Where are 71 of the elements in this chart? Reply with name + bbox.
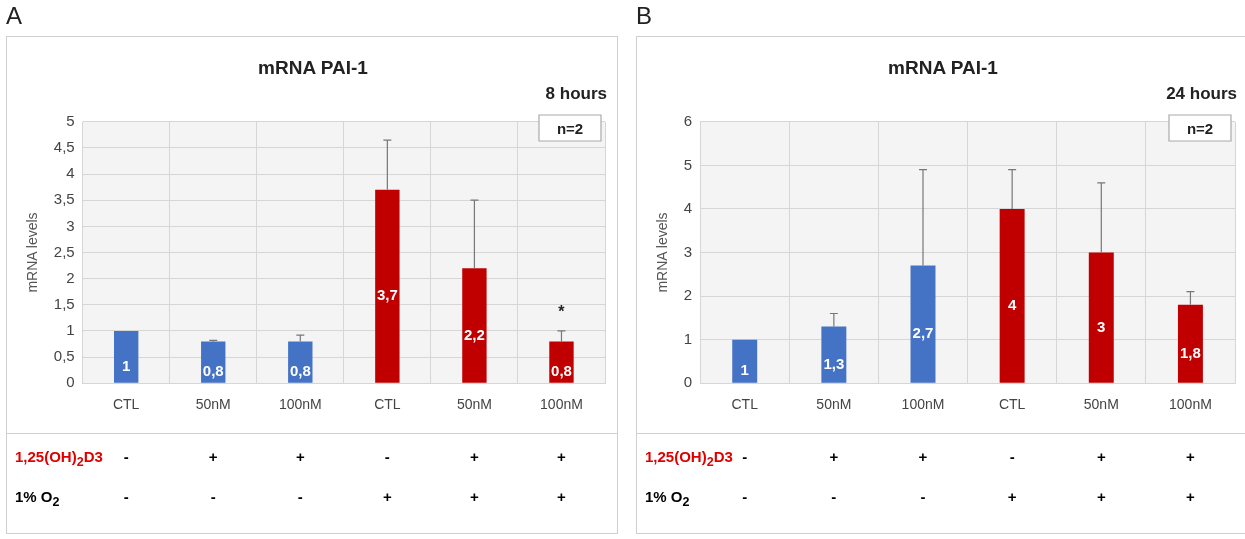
data-label: 0,8: [202, 362, 224, 380]
y-tick-label: 2,5: [53, 242, 75, 260]
y-tick-label: 4: [683, 199, 693, 217]
text: - - - + + +: [123, 488, 566, 505]
x-tick-label: 100nM: [540, 396, 583, 413]
y-tick-label: 1: [66, 321, 75, 339]
data-label: 0,8: [551, 362, 572, 380]
y-tick-label: 3: [66, 216, 75, 234]
y-tick-label: 0: [66, 373, 75, 391]
chart-subtitle: B: [636, 2, 653, 30]
bar: [1177, 304, 1203, 383]
text: 24 hours: [1166, 84, 1237, 103]
text: - + + - + +: [742, 448, 1195, 465]
data-label: 2,2: [463, 325, 485, 343]
text: 1% O$_{2}$: [645, 488, 690, 509]
y-axis-title: mRNA levels: [24, 212, 41, 293]
x-tick-label: CTL: [374, 396, 401, 413]
annotation: *: [558, 303, 566, 321]
y-tick-label: 6: [683, 111, 693, 129]
x-tick-label: 100nM: [1169, 396, 1212, 413]
x-tick-label: 50nM: [456, 396, 492, 413]
y-tick-label: 1: [683, 329, 693, 347]
text: - - - + + +: [742, 488, 1195, 505]
y-tick-label: 4: [66, 164, 75, 182]
bar: [910, 265, 936, 383]
annotation: n=2: [556, 120, 584, 137]
y-tick-label: 4,5: [53, 138, 75, 156]
chart-title: mRNA PAI-1: [888, 56, 999, 78]
data-label: 0,8: [289, 362, 311, 380]
x-tick-label: CTL: [998, 396, 1026, 413]
x-tick-label: CTL: [112, 396, 140, 413]
data-label: 4: [1007, 295, 1017, 313]
bar: [113, 330, 139, 383]
data-label: 2,7: [912, 324, 934, 342]
y-tick-label: 2: [683, 286, 693, 304]
y-tick-label: 2: [66, 268, 75, 286]
bar: [549, 341, 574, 383]
chart-subtitle: A: [6, 2, 23, 30]
y-tick-label: 5: [66, 111, 75, 129]
annotation: n=2: [1186, 120, 1214, 137]
data-label: 1: [122, 356, 131, 374]
x-tick-label: 50nM: [816, 396, 852, 413]
x-tick-label: 100nM: [278, 396, 322, 413]
bar: [375, 189, 400, 383]
bar: [1088, 252, 1114, 383]
text: 1,25(OH)$_{2}$D3: [645, 448, 733, 469]
text: 1,25(OH)$_{2}$D3: [15, 448, 103, 469]
y-tick-label: 3,5: [53, 190, 75, 208]
y-tick-label: 1,5: [53, 294, 75, 312]
bar: [999, 208, 1025, 383]
y-tick-label: 0,5: [53, 347, 75, 365]
text: - + + - + +: [123, 448, 566, 465]
y-tick-label: 0: [683, 373, 693, 391]
chart-title: mRNA PAI-1: [258, 56, 369, 78]
bar: [821, 326, 847, 383]
data-label: 1,8: [1180, 343, 1201, 361]
data-label: 1: [740, 361, 749, 379]
text: 8 hours: [545, 84, 607, 103]
data-label: 3: [1097, 317, 1106, 335]
text: 1% O$_{2}$: [15, 488, 60, 509]
x-tick-label: 50nM: [195, 396, 231, 413]
y-tick-label: 3: [683, 242, 693, 260]
data-label: 3,7: [376, 286, 398, 304]
bar: [462, 268, 487, 383]
y-tick-label: 5: [683, 155, 693, 173]
bar: [732, 339, 758, 383]
x-tick-label: CTL: [731, 396, 759, 413]
y-axis-title: mRNA levels: [654, 212, 671, 293]
x-tick-label: 100nM: [901, 396, 945, 413]
data-label: 1,3: [823, 354, 845, 372]
x-tick-label: 50nM: [1083, 396, 1119, 413]
